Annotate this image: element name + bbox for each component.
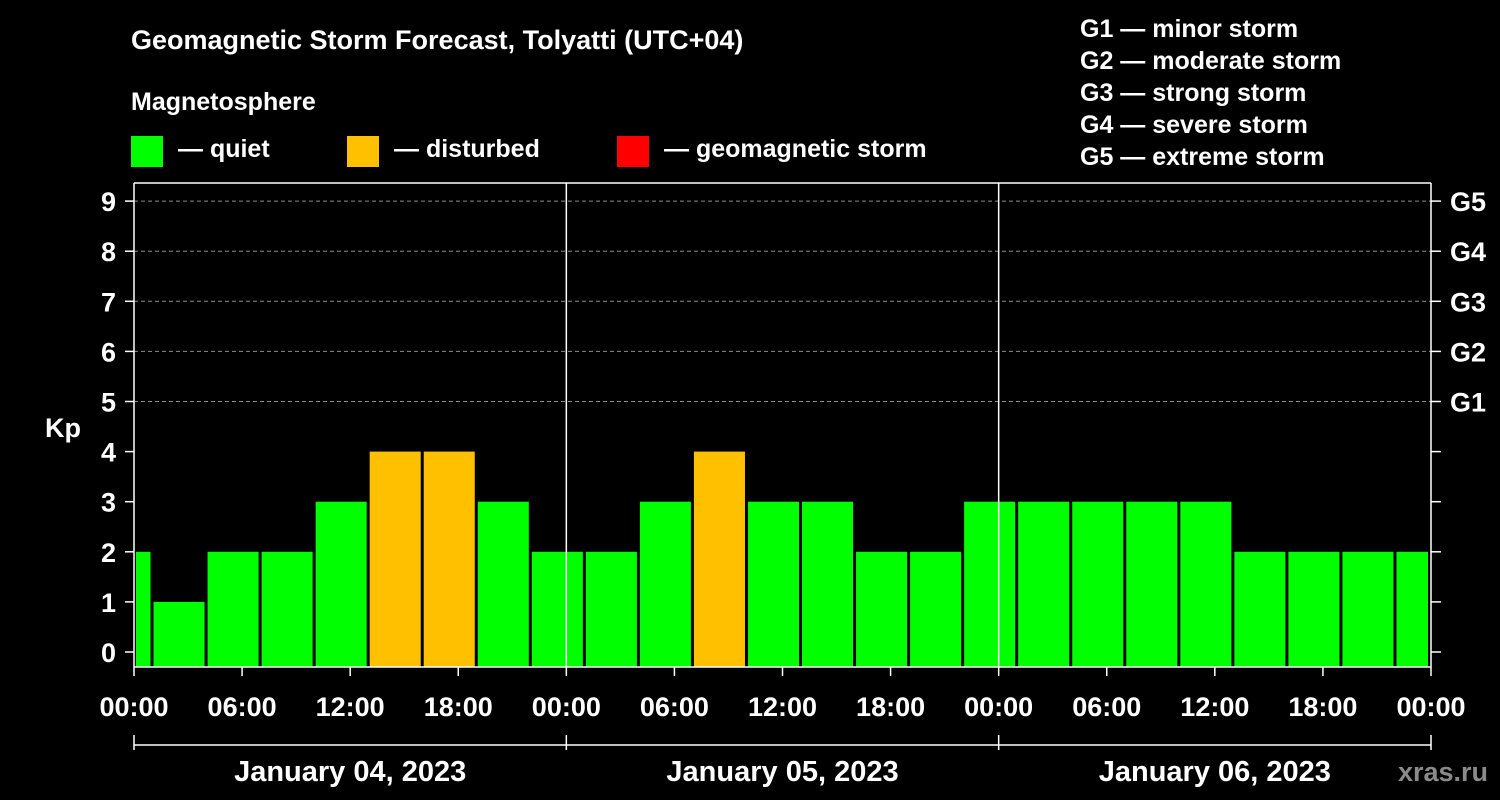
- legend-quiet: — quiet: [131, 135, 270, 167]
- bar-18: [1072, 501, 1124, 667]
- y-tick-label-3: 3: [101, 488, 116, 518]
- chart-title: Geomagnetic Storm Forecast, Tolyatti (UT…: [131, 25, 743, 55]
- date-label-1: January 05, 2023: [666, 756, 898, 788]
- g-level-label-g2: G2: [1450, 337, 1486, 367]
- legend-swatch-storm: [617, 136, 649, 167]
- x-tick-label-10: 12:00: [1180, 692, 1249, 722]
- y-tick-label-7: 7: [101, 287, 116, 317]
- legend-swatch-quiet: [131, 136, 163, 167]
- g-level-label-g4: G4: [1450, 237, 1486, 267]
- x-tick-label-9: 06:00: [1072, 692, 1141, 722]
- bar-4: [315, 501, 367, 667]
- bar-3: [261, 551, 313, 667]
- bar-6: [423, 451, 475, 667]
- x-tick-label-6: 12:00: [748, 692, 817, 722]
- date-axis: January 04, 2023 January 05, 2023 January …: [133, 735, 1432, 788]
- bar-21: [1234, 551, 1286, 667]
- legend-swatch-disturbed: [347, 136, 379, 167]
- y-tick-label-2: 2: [101, 538, 116, 568]
- bar-11: [693, 451, 745, 667]
- bar-10: [639, 501, 691, 667]
- x-tick-label-5: 06:00: [640, 692, 709, 722]
- x-tick-label-12: 00:00: [1396, 692, 1465, 722]
- storm-scale-g1: G1 — minor storm: [1080, 15, 1298, 43]
- bar-15: [910, 551, 962, 667]
- bar-24: [1396, 551, 1428, 667]
- bar-7: [477, 501, 529, 667]
- legend-label-quiet: — quiet: [178, 135, 270, 163]
- legend-label-disturbed: — disturbed: [394, 135, 540, 163]
- y-axis-label: Kp: [45, 413, 81, 443]
- legend-heading: Magnetosphere: [131, 88, 316, 116]
- bar-13: [802, 501, 854, 667]
- watermark: xras.ru: [1398, 757, 1488, 787]
- y-tick-label-5: 5: [101, 388, 116, 418]
- bar-20: [1180, 501, 1232, 667]
- x-tick-label-2: 12:00: [316, 692, 385, 722]
- bar-1: [153, 601, 205, 667]
- legend-storm: — geomagnetic storm: [617, 135, 927, 167]
- y-tick-label-1: 1: [101, 588, 116, 618]
- storm-scale-g3: G3 — strong storm: [1080, 79, 1306, 107]
- bars: [136, 451, 1428, 667]
- bar-23: [1342, 551, 1394, 667]
- y-tick-label-6: 6: [101, 337, 116, 367]
- date-label-2: January 06, 2023: [1099, 756, 1331, 788]
- x-tick-label-7: 18:00: [856, 692, 925, 722]
- x-tick-label-8: 00:00: [964, 692, 1033, 722]
- x-tick-label-0: 00:00: [99, 692, 168, 722]
- bar-2: [207, 551, 259, 667]
- x-tick-label-3: 18:00: [424, 692, 493, 722]
- x-tick-label-11: 18:00: [1288, 692, 1357, 722]
- legend-label-storm: — geomagnetic storm: [664, 135, 927, 163]
- storm-scale-g4: G4 — severe storm: [1080, 111, 1308, 139]
- bar-17: [1018, 501, 1070, 667]
- y-tick-label-8: 8: [101, 237, 116, 267]
- bar-12: [747, 501, 800, 667]
- g-level-label-g1: G1: [1450, 388, 1486, 418]
- y-axis-right: G1 G2 G3 G4 G5: [1431, 187, 1486, 653]
- legend-disturbed: — disturbed: [347, 135, 540, 167]
- day-dividers: [565, 183, 1000, 667]
- x-tick-label-1: 06:00: [208, 692, 277, 722]
- storm-scale-g5: G5 — extreme storm: [1080, 143, 1325, 171]
- y-tick-label-9: 9: [101, 187, 116, 217]
- bar-0: [136, 551, 151, 667]
- x-tick-label-4: 00:00: [532, 692, 601, 722]
- grid-lines: [134, 200, 1431, 402]
- g-level-label-g3: G3: [1450, 287, 1486, 317]
- y-tick-label-4: 4: [101, 438, 116, 468]
- y-axis-left: 0 1 2 3 4 5 6 7 8 9: [101, 187, 134, 668]
- bar-22: [1288, 551, 1340, 667]
- bar-5: [369, 451, 421, 667]
- bar-9: [585, 551, 637, 667]
- g-level-label-g5: G5: [1450, 187, 1486, 217]
- x-axis: 00:00 06:00 12:00 18:00 00:00 06:00 12:00 18:00…: [99, 667, 1466, 722]
- bar-19: [1126, 501, 1178, 667]
- bar-14: [856, 551, 908, 667]
- bar-16: [964, 501, 1016, 667]
- storm-scale-list: G1 — minor storm G2 — moderate storm G3 …: [1080, 15, 1341, 171]
- storm-scale-g2: G2 — moderate storm: [1080, 47, 1341, 75]
- date-label-0: January 04, 2023: [234, 756, 466, 788]
- bar-8: [531, 551, 583, 667]
- y-tick-label-0: 0: [101, 638, 116, 668]
